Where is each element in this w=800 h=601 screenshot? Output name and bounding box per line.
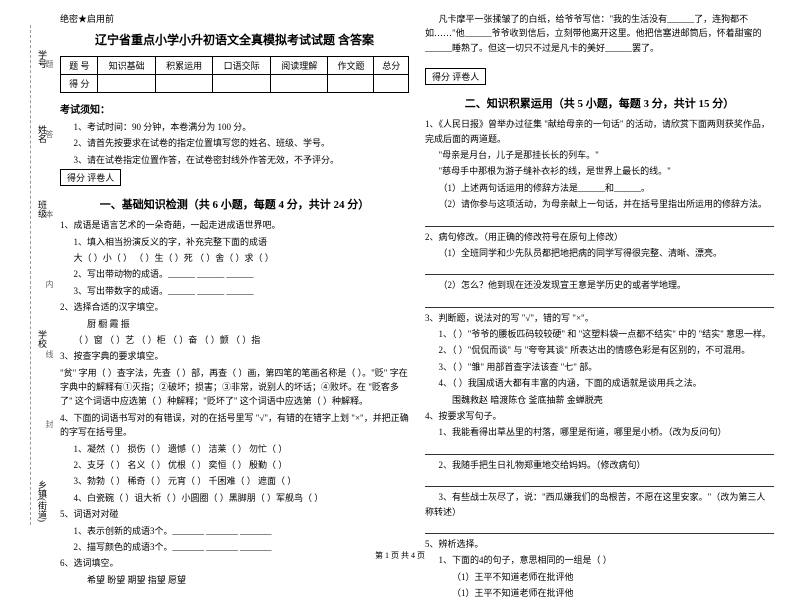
seal-hint-2: 本 bbox=[44, 210, 55, 218]
td-4[interactable] bbox=[270, 75, 328, 93]
s2-quote2: "慈母手中那根为游子缝补衣衫的线，是世界上最长的线。" bbox=[425, 164, 774, 178]
q4-i4: 4、白瓷碗（ ）诅大祈（ ）小圆圈（ ）黑脚朋（ ）军舰鸟（ ） bbox=[60, 491, 409, 505]
side-label-town: 乡镇(街道) bbox=[36, 480, 49, 522]
td-1[interactable] bbox=[98, 75, 156, 93]
s2-quote1: "母亲是月台，儿子是那挂长长的列车。" bbox=[425, 148, 774, 162]
s2-q3-i3: 3、（ ）"雏" 用部首查字法该查 "七" 部。 bbox=[425, 360, 774, 374]
table-row: 题 号 知识基础 积累运用 口语交际 阅读理解 作文题 总分 bbox=[61, 57, 409, 75]
seal-hint-3: 内 bbox=[44, 280, 55, 288]
left-column: 绝密★启用前 辽宁省重点小学小升初语文全真模拟考试试题 含答案 题 号 知识基础… bbox=[52, 12, 417, 545]
notice-2: 2、请首先按要求在试卷的指定位置填写您的姓名、班级、学号。 bbox=[60, 136, 409, 150]
s2-q1: 1、《人民日报》曾举办过征集 "献给母亲的一句话" 的活动，请欣赏下面两则获奖作… bbox=[425, 117, 774, 146]
notice-1: 1、考试时间：90 分钟，本卷满分为 100 分。 bbox=[60, 120, 409, 134]
q3-stem: 3、按查字典的要求填空。 bbox=[60, 349, 409, 363]
q1-sub1: 1、填入相当扮演反义的字，补充完整下面的成语 bbox=[60, 235, 409, 249]
seal-hint-5: 封 bbox=[44, 420, 55, 428]
s2-q4-2: 2、我随手把生日礼物郑重地交给妈妈。（修改病句） bbox=[425, 458, 774, 472]
q4-i2: 2、支牙（ ） 名义（ ） 优根（ ） 奕恒（ ） 殷勤（ ） bbox=[60, 458, 409, 472]
answer-line[interactable] bbox=[425, 263, 774, 275]
q2-chars: 厨 橱 霞 振 bbox=[60, 317, 409, 331]
q1-sub2: 2、写出带动物的成语。______ ______ ______ bbox=[60, 267, 409, 281]
s2-q3: 3、判断题，说法对的写 "√"，错的写 "×"。 bbox=[425, 311, 774, 325]
td-5[interactable] bbox=[328, 75, 374, 93]
right-column: 凡卡摩平一张揉皱了的白纸，给爷爷写信："我的生活没有______了，连狗都不如…… bbox=[417, 12, 782, 545]
s2-q2: 2、病句修改。（用正确的修改符号在原句上修改） bbox=[425, 230, 774, 244]
notice-3: 3、请在试卷指定位置作答，在试卷密封线外作答无效，不予评分。 bbox=[60, 153, 409, 167]
side-label-school: 学校 bbox=[36, 330, 49, 348]
score-box-2: 得分 评卷人 bbox=[425, 68, 486, 85]
td-3[interactable] bbox=[213, 75, 271, 93]
seal-line bbox=[30, 25, 31, 525]
section-1-title: 一、基础知识检测（共 6 小题，每题 4 分，共计 24 分） bbox=[60, 196, 409, 212]
q2-line: （ ）窗 （ ）艺 （ ）柜 （ ）奋 （ ）颤 （ ）指 bbox=[60, 333, 409, 347]
q1-stem: 1、成语是语言艺术的一朵奇葩，一起走进成语世界吧。 bbox=[60, 218, 409, 232]
q4-stem: 4、下面的词语书写对的有错误，对的在括号里写 "√"，有错的在错字上划 "×"，… bbox=[60, 411, 409, 440]
section-2-title: 二、知识积累运用（共 5 小题，每题 3 分，共计 15 分） bbox=[425, 95, 774, 111]
th-5: 作文题 bbox=[328, 57, 374, 75]
th-6: 总分 bbox=[374, 57, 409, 75]
s2-sub2: （2）请你参与这项活动，为母亲献上一句话，并在括号里指出所运用的修辞方法。 bbox=[425, 197, 774, 211]
s2-q2-1: （1）全班同学和少先队员都把地把病的同学写得很完整、清晰、漂亮。 bbox=[425, 246, 774, 260]
s2-sub1: （1）上述两句话运用的修辞方法是______和______。 bbox=[425, 181, 774, 195]
s2-q4-3: 3、有些战士灰尽了，说："西瓜嫌我们的岛根苦，不愿在这里安家。"（改为第三人称转… bbox=[425, 490, 774, 519]
s2-q3-i1: 1、（ ）"爷爷的腰板匹码较较硬" 和 "这塑料袋一点都不结实" 中的 "结实"… bbox=[425, 327, 774, 341]
th-3: 口语交际 bbox=[213, 57, 271, 75]
s2-q3-i4b: 围魏救赵 暗渡陈仓 釜底抽薪 金蝉脱壳 bbox=[425, 393, 774, 407]
td-6[interactable] bbox=[374, 75, 409, 93]
s2-q2-2: （2）怎么？他到现在还没发现宣王意是学历史的或者学地理。 bbox=[425, 278, 774, 292]
answer-line[interactable] bbox=[425, 522, 774, 534]
seal-hint-0: 题 bbox=[44, 60, 55, 68]
q5-stem: 5、词语对对碰 bbox=[60, 507, 409, 521]
q6-words: 希望 盼望 期望 指望 愿望 bbox=[60, 573, 409, 587]
th-2: 积累运用 bbox=[155, 57, 213, 75]
s2-q5-o1: （1）王平不知道老师在批评他 bbox=[425, 570, 774, 584]
th-4: 阅读理解 bbox=[270, 57, 328, 75]
s2-q4-1: 1、我能看得出草丛里的村落，哪里是衔道，哪里是小桥。（改为反问句） bbox=[425, 425, 774, 439]
answer-line[interactable] bbox=[425, 296, 774, 308]
story-p1: 凡卡摩平一张揉皱了的白纸，给爷爷写信："我的生活没有______了，连狗都不如…… bbox=[425, 12, 774, 55]
s2-q4: 4、按要求写句子。 bbox=[425, 409, 774, 423]
q4-i1: 1、凝然（ ） 损伤（ ） 遗憾（ ） 洁莱（ ） 勿忙（ ） bbox=[60, 442, 409, 456]
q4-i3: 3、勃勃（ ） 稀奇（ ） 元宵（ ） 千困难（ ） 遮面（ ） bbox=[60, 474, 409, 488]
q1-line1: 大（ ）小（ ） （ ）生（ ）死 （ ）舍（ ）求（ ） bbox=[60, 251, 409, 265]
q3-text: "贫" 字用（ ）查字法，先查（ ）部，再查（ ）画，第四笔的笔画名称是（ ）。… bbox=[60, 366, 409, 409]
th-1: 知识基础 bbox=[98, 57, 156, 75]
td-0: 得 分 bbox=[61, 75, 98, 93]
binding-margin: 学号 姓名 班级 学校 乡镇(街道) 题 答 本 内 线 封 bbox=[8, 0, 48, 565]
answer-line[interactable] bbox=[425, 443, 774, 455]
notice-head: 考试须知： bbox=[60, 101, 409, 116]
exam-title: 辽宁省重点小学小升初语文全真模拟考试试题 含答案 bbox=[60, 31, 409, 48]
score-table: 题 号 知识基础 积累运用 口语交际 阅读理解 作文题 总分 得 分 bbox=[60, 56, 409, 93]
s2-q5-o2: （1）王平不知道老师在批评他 bbox=[425, 586, 774, 600]
answer-line[interactable] bbox=[425, 215, 774, 227]
score-box-1: 得分 评卷人 bbox=[60, 169, 121, 186]
page-container: 绝密★启用前 辽宁省重点小学小升初语文全真模拟考试试题 含答案 题 号 知识基础… bbox=[0, 0, 800, 545]
answer-line[interactable] bbox=[425, 475, 774, 487]
secret-label: 绝密★启用前 bbox=[60, 12, 409, 25]
s2-q3-i4: 4、（ ）我国成语大都有丰富的内涵，下面的成语就是谈用兵之法。 bbox=[425, 376, 774, 390]
q2-stem: 2、选择合适的汉字填空。 bbox=[60, 300, 409, 314]
table-row: 得 分 bbox=[61, 75, 409, 93]
th-0: 题 号 bbox=[61, 57, 98, 75]
seal-hint-1: 答 bbox=[44, 130, 55, 138]
q5-sub1: 1、表示创新的成语3个。_______ _______ _______ bbox=[60, 524, 409, 538]
s2-q3-i2: 2、（ ）"侃侃而谈" 与 "夸夸其谈" 所表达出的情感色彩是有区别的，不可混用… bbox=[425, 343, 774, 357]
seal-hint-4: 线 bbox=[44, 350, 55, 358]
td-2[interactable] bbox=[155, 75, 213, 93]
page-footer: 第 1 页 共 4 页 bbox=[0, 550, 800, 561]
q1-sub3: 3、写出带数字的成语。______ ______ ______ bbox=[60, 284, 409, 298]
